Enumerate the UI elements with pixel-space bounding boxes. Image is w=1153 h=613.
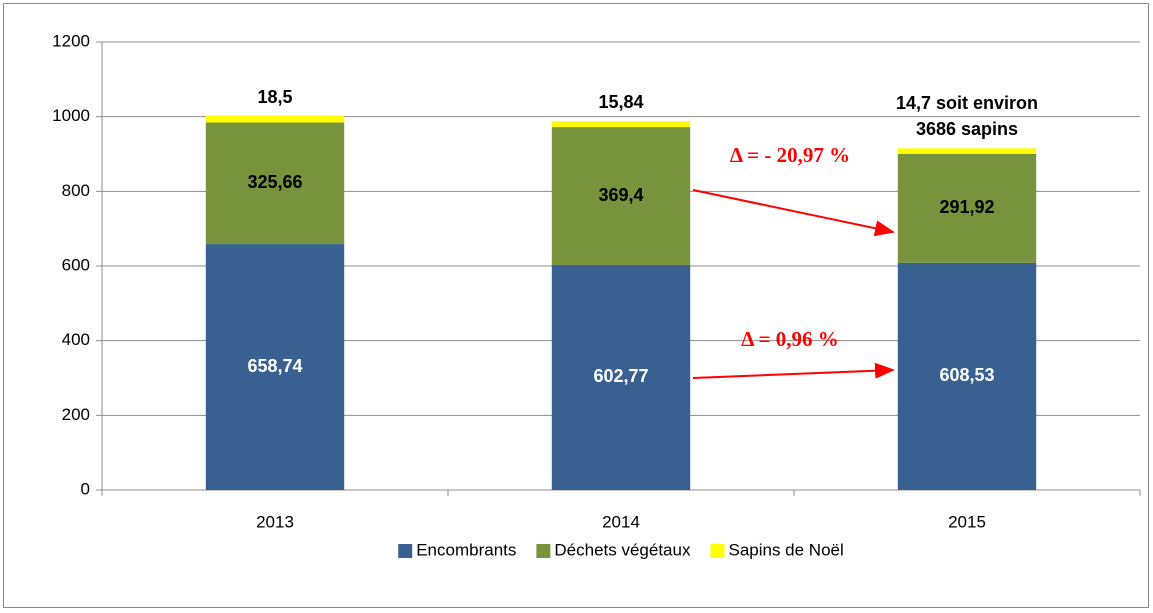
legend-swatch — [710, 544, 725, 558]
y-tick-label: 200 — [62, 405, 90, 424]
bar-segment — [897, 148, 1037, 154]
y-tick-label: 1200 — [52, 31, 90, 50]
data-label: 325,66 — [247, 172, 302, 192]
legend-label: Sapins de Noël — [728, 540, 843, 559]
legend-swatch — [398, 544, 413, 558]
legend-item: Sapins de Noël — [710, 540, 844, 559]
legend-swatch — [536, 544, 551, 558]
data-label: 291,92 — [939, 197, 994, 217]
annotation: Δ = - 20,97 % — [730, 143, 850, 167]
y-tick-label: 400 — [62, 330, 90, 349]
legend-label: Encombrants — [416, 540, 516, 559]
bar-segment — [897, 153, 1037, 263]
data-label: 658,74 — [247, 356, 302, 376]
y-tick-label: 600 — [62, 255, 90, 274]
bar-segment — [205, 244, 345, 490]
data-label-box: 15,84 — [598, 92, 644, 113]
arrow — [692, 189, 895, 237]
data-label: 14,7 soit environ 3686 sapins — [895, 93, 1039, 140]
bar-segment — [551, 121, 691, 128]
y-tick-label: 0 — [81, 479, 90, 498]
annotation: Δ = 0,96 % — [741, 327, 838, 351]
x-tick-label: 2013 — [256, 512, 294, 531]
legend-item: Encombrants — [398, 540, 516, 559]
data-label: 602,77 — [593, 366, 648, 386]
legend-label: Déchets végétaux — [554, 540, 691, 559]
data-label: 608,53 — [939, 365, 994, 385]
x-tick-label: 2014 — [602, 512, 640, 531]
bar-segment — [897, 262, 1037, 490]
data-label: 18,5 — [257, 86, 293, 107]
y-tick-label: 800 — [62, 181, 90, 200]
bar-segment — [205, 122, 345, 245]
data-label-box: 14,7 soit environ 3686 sapins — [895, 93, 1039, 140]
arrow — [692, 362, 895, 379]
bar-segment — [551, 127, 691, 265]
bar-segment — [205, 115, 345, 123]
data-label-box: 18,5 — [257, 86, 293, 107]
bar-segment — [551, 264, 691, 490]
x-tick-label: 2015 — [948, 512, 986, 531]
data-label: 15,84 — [598, 92, 644, 113]
y-tick-label: 1000 — [52, 106, 90, 125]
legend-item: Déchets végétaux — [536, 540, 691, 559]
data-label: 369,4 — [598, 185, 643, 205]
